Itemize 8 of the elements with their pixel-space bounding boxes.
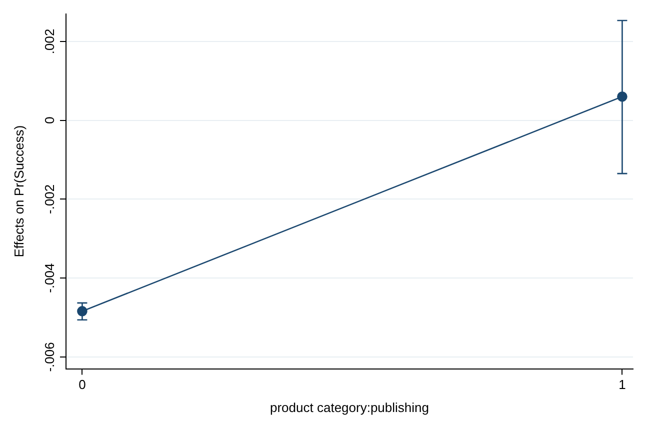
y-tick-label: -.004 (42, 263, 58, 293)
x-tick-label: 1 (618, 377, 626, 392)
x-axis-title: product category:publishing (270, 400, 429, 415)
y-tick-label: -.002 (42, 184, 58, 214)
y-axis-title: Effects on Pr(Success) (11, 125, 26, 258)
y-tick-label: -.006 (42, 342, 58, 372)
y-tick-label: .002 (42, 28, 58, 54)
y-tick-label: 0 (42, 116, 58, 124)
